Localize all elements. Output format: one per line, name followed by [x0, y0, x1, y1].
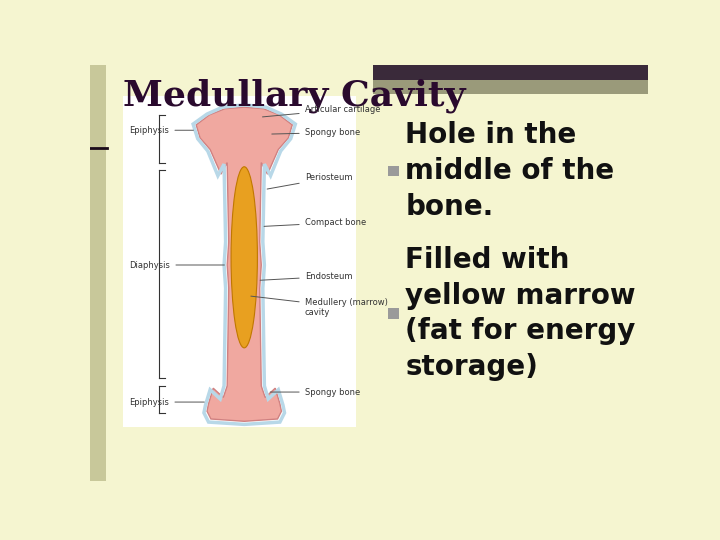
Text: Endosteum: Endosteum [260, 272, 352, 281]
Text: Spongy bone: Spongy bone [272, 128, 360, 137]
Bar [373, 65, 648, 80]
Text: Epiphysis: Epiphysis [130, 126, 194, 135]
Text: Diaphysis: Diaphysis [130, 260, 225, 269]
Text: Medullary Cavity: Medullary Cavity [123, 79, 466, 113]
Text: Medullery (marrow)
cavity: Medullery (marrow) cavity [251, 296, 387, 317]
Bar [373, 80, 648, 94]
Bar [388, 166, 399, 177]
Polygon shape [196, 107, 292, 421]
Text: Epiphysis: Epiphysis [130, 397, 204, 407]
Text: Compact bone: Compact bone [264, 218, 366, 227]
Text: Hole in the
middle of the
bone.: Hole in the middle of the bone. [405, 122, 615, 221]
Text: Filled with
yellow marrow
(fat for energy
storage): Filled with yellow marrow (fat for energ… [405, 246, 636, 381]
Bar [388, 308, 399, 319]
Text: Spongy bone: Spongy bone [270, 388, 360, 396]
Bar [90, 65, 106, 481]
Text: Periosteum: Periosteum [267, 173, 352, 189]
Bar [123, 96, 356, 427]
Text: Articular cartilage: Articular cartilage [263, 105, 380, 117]
Ellipse shape [231, 167, 258, 348]
